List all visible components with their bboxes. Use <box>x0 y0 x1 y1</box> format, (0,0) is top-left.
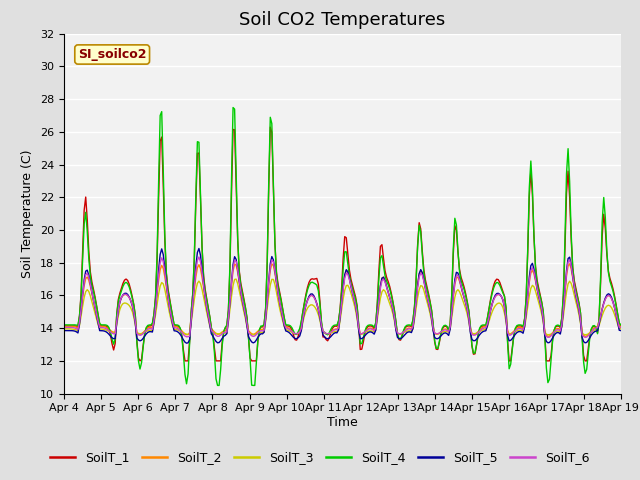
SoilT_2 <box>589 326 596 332</box>
SoilT_2 <box>254 328 262 334</box>
SoilT_6 <box>60 324 68 330</box>
Line: SoilT_1: SoilT_1 <box>64 127 621 361</box>
Line: SoilT_6: SoilT_6 <box>64 257 621 337</box>
SoilT_3 <box>589 328 596 334</box>
SoilT_3 <box>257 329 265 335</box>
SoilT_6 <box>195 254 203 260</box>
SoilT_6 <box>617 324 625 330</box>
SoilT_4 <box>229 105 237 110</box>
SoilT_1 <box>136 358 144 364</box>
SoilT_1 <box>307 276 314 282</box>
SoilT_2 <box>60 323 68 329</box>
SoilT_5 <box>307 291 314 297</box>
Line: SoilT_2: SoilT_2 <box>64 264 621 336</box>
SoilT_5 <box>229 262 237 267</box>
SoilT_4 <box>617 322 625 328</box>
Legend: SoilT_1, SoilT_2, SoilT_3, SoilT_4, SoilT_5, SoilT_6: SoilT_1, SoilT_2, SoilT_3, SoilT_4, Soil… <box>45 446 595 469</box>
Y-axis label: Soil Temperature (C): Soil Temperature (C) <box>22 149 35 278</box>
SoilT_3 <box>246 331 254 336</box>
SoilT_4 <box>228 178 236 183</box>
SoilT_2 <box>581 334 589 339</box>
SoilT_1 <box>266 124 274 130</box>
SoilT_5 <box>248 339 255 345</box>
SoilT_4 <box>257 323 265 329</box>
Text: SI_soilco2: SI_soilco2 <box>78 48 147 61</box>
SoilT_3 <box>60 326 68 332</box>
SoilT_5 <box>182 340 190 346</box>
SoilT_1 <box>255 327 263 333</box>
SoilT_2 <box>566 261 573 267</box>
SoilT_4 <box>60 322 68 328</box>
SoilT_6 <box>129 302 136 308</box>
SoilT_2 <box>244 328 252 334</box>
SoilT_1 <box>246 355 254 361</box>
SoilT_6 <box>228 280 236 286</box>
X-axis label: Time: Time <box>327 416 358 429</box>
SoilT_4 <box>214 383 221 388</box>
SoilT_2 <box>303 297 311 303</box>
SoilT_3 <box>129 309 136 314</box>
SoilT_2 <box>226 299 234 304</box>
SoilT_2 <box>129 301 136 307</box>
SoilT_5 <box>60 328 68 334</box>
SoilT_3 <box>307 302 314 308</box>
SoilT_4 <box>307 280 314 286</box>
SoilT_1 <box>129 294 136 300</box>
SoilT_1 <box>589 324 596 329</box>
SoilT_4 <box>589 323 596 329</box>
SoilT_4 <box>129 295 136 301</box>
SoilT_3 <box>226 307 234 312</box>
SoilT_6 <box>255 329 263 335</box>
SoilT_1 <box>617 323 625 329</box>
SoilT_6 <box>581 335 589 340</box>
SoilT_5 <box>257 331 265 336</box>
SoilT_4 <box>248 382 255 388</box>
SoilT_1 <box>228 191 236 197</box>
SoilT_1 <box>60 323 68 329</box>
Line: SoilT_4: SoilT_4 <box>64 108 621 385</box>
SoilT_5 <box>129 303 136 309</box>
SoilT_5 <box>195 246 203 252</box>
SoilT_6 <box>305 295 313 300</box>
Line: SoilT_3: SoilT_3 <box>64 279 621 335</box>
SoilT_3 <box>232 276 240 282</box>
SoilT_3 <box>617 326 625 332</box>
SoilT_3 <box>250 332 257 337</box>
Title: Soil CO2 Temperatures: Soil CO2 Temperatures <box>239 11 445 29</box>
SoilT_6 <box>589 327 596 333</box>
SoilT_2 <box>617 323 625 329</box>
SoilT_5 <box>589 330 596 336</box>
SoilT_5 <box>617 328 625 334</box>
SoilT_6 <box>246 332 254 337</box>
Line: SoilT_5: SoilT_5 <box>64 249 621 343</box>
